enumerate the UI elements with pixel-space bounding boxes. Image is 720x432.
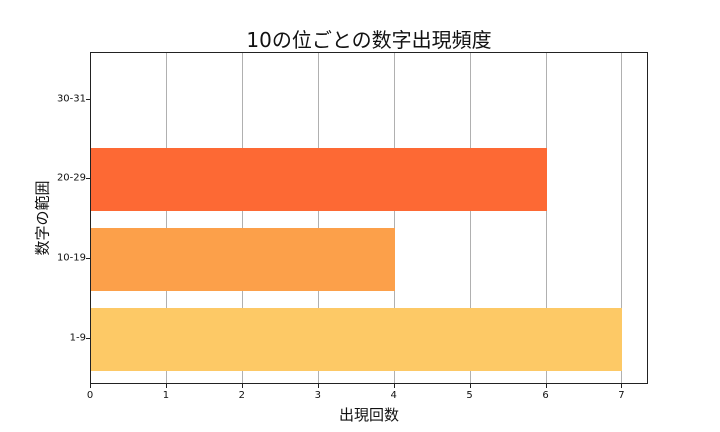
bar-10-19	[91, 227, 395, 291]
chart-title: 10の位ごとの数字出現頻度	[246, 28, 492, 52]
y-tick-label: 1-9	[69, 332, 86, 344]
y-tick-label: 10-19	[56, 252, 86, 264]
x-tick-label: 0	[86, 390, 94, 401]
gridline	[317, 53, 319, 383]
x-tick-mark	[90, 384, 91, 388]
x-tick-mark	[241, 384, 243, 388]
x-axis-label: 出現回数	[338, 406, 399, 424]
x-tick-mark	[545, 384, 547, 388]
gridline	[165, 53, 167, 383]
y-tick-label: 20-29	[56, 172, 86, 184]
y-tick-label: 30-31	[56, 93, 86, 105]
x-tick-label: 2	[238, 390, 246, 401]
gridline	[241, 53, 243, 383]
bar-20-29	[91, 147, 547, 211]
y-tick-mark	[86, 258, 90, 259]
gridline	[545, 53, 547, 383]
x-tick-label: 6	[542, 390, 549, 401]
gridline	[393, 53, 395, 383]
x-tick-mark	[165, 384, 167, 388]
x-tick-label: 4	[390, 390, 397, 401]
x-tick-label: 7	[618, 390, 625, 401]
y-tick-mark	[86, 338, 90, 339]
bar-1-9	[91, 307, 623, 371]
x-tick-label: 1	[162, 390, 170, 401]
y-tick-mark	[86, 99, 90, 100]
x-tick-label: 3	[314, 390, 321, 401]
y-tick-mark	[86, 178, 90, 179]
x-tick-mark	[317, 384, 319, 388]
gridline	[469, 53, 471, 383]
x-tick-mark	[393, 384, 395, 388]
x-tick-mark	[621, 384, 623, 388]
y-axis-label: 数字の範囲	[33, 180, 52, 256]
gridline	[621, 53, 623, 383]
plot-area	[90, 52, 648, 384]
x-tick-label: 5	[466, 390, 473, 401]
x-tick-mark	[469, 384, 471, 388]
